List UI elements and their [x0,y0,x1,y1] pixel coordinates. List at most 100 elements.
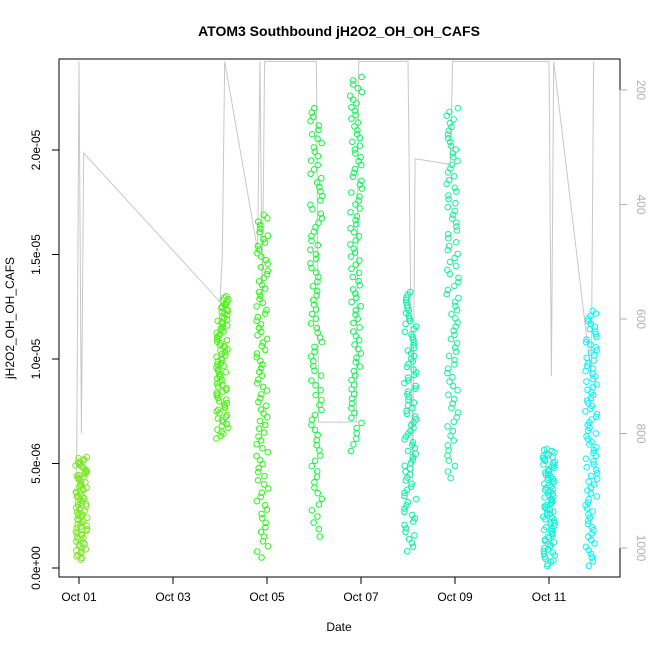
data-point [583,336,590,343]
data-point [222,369,230,376]
data-point [220,418,227,426]
data-point [585,562,593,570]
data-point [593,469,601,477]
data-point [260,429,268,436]
data-point [585,496,592,503]
data-point [257,263,265,271]
data-point [317,188,324,195]
data-point [547,521,554,528]
data-point [72,528,80,536]
data-point [261,310,269,317]
data-point [454,250,462,258]
data-point [260,211,268,219]
data-point [261,421,269,429]
data-point [258,489,266,497]
pressure-trace-layer [76,60,595,480]
data-point [541,456,548,463]
data-point [356,363,364,370]
data-point [317,372,325,379]
data-point [451,361,458,368]
data-point [317,386,325,394]
data-point [354,127,361,134]
data-point [406,288,414,296]
y-axis-label: jH2O2_OH_OH_CAFS [3,257,17,380]
data-point [73,524,81,532]
pressure-trace-line [76,60,595,480]
data-point [307,201,314,209]
data-point [582,338,590,346]
data-point [412,385,419,393]
data-point [402,525,410,532]
data-point [315,122,323,129]
data-point [318,495,326,503]
right-tick-label: 200 [634,80,648,100]
data-point [590,458,597,465]
data-point [445,391,452,399]
data-point [213,329,220,337]
data-point [539,455,547,462]
data-point [348,298,355,306]
data-point [310,144,318,151]
data-point [312,391,320,399]
data-point [408,331,415,338]
right-tick-label: 400 [634,194,648,214]
data-point [264,260,272,268]
data-point [404,374,412,382]
data-point [355,197,363,204]
data-point [351,123,358,130]
data-point [583,378,590,386]
data-point [314,431,322,439]
data-point [264,543,272,550]
data-point [449,374,456,381]
data-point [263,506,271,513]
data-point [446,119,454,127]
data-point [349,286,357,293]
data-point [455,294,462,302]
data-point [256,228,263,236]
data-point [405,535,413,543]
data-point [254,468,262,476]
data-point [313,287,321,295]
data-point [452,323,460,331]
data-point [451,184,459,192]
data-point [540,547,548,555]
data-point [310,166,318,173]
data-point [257,253,265,261]
data-point [257,528,265,536]
data-point [355,337,363,344]
data-point [453,223,460,230]
data-point [589,508,597,515]
data-point [258,391,265,398]
data-point [348,115,355,122]
data-point [444,231,452,238]
data-point [448,311,455,318]
data-point [257,406,265,413]
data-point [214,317,222,325]
data-point [409,456,417,464]
data-point [253,303,260,310]
data-point [77,530,85,538]
data-point [355,345,362,353]
data-point [548,499,555,506]
data-point [352,261,360,269]
data-point [352,237,360,244]
data-point [401,328,409,336]
data-point [308,131,316,138]
data-point [259,383,267,391]
data-point [307,157,315,164]
data-point [452,238,460,246]
data-point [453,306,461,314]
data-point [586,514,594,522]
data-point [347,92,354,100]
data-point [407,483,415,491]
data-point [307,320,315,327]
data-point [401,505,408,512]
data-point [450,116,458,123]
data-point [352,201,359,208]
data-point [583,354,591,362]
data-point [585,511,592,518]
data-point [447,165,454,172]
data-point [404,377,412,384]
y-tick-label: 1.5e-05 [29,234,43,275]
data-point [219,323,227,331]
